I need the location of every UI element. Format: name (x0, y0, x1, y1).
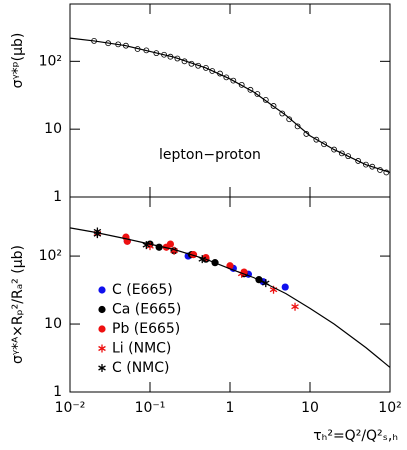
data-point (279, 110, 286, 117)
x-tick-label: 1 (226, 400, 235, 416)
data-point (345, 153, 352, 160)
data-point (230, 77, 237, 84)
y-tick-label: 10² (39, 248, 62, 264)
data-point (174, 55, 181, 62)
data-point (223, 74, 230, 81)
legend-label: C (NMC) (112, 360, 169, 376)
annotation: lepton−proton (159, 147, 261, 163)
data-point (286, 116, 293, 123)
data-point (262, 97, 269, 103)
data-point (303, 131, 310, 137)
x-tick-label: 10⁻² (55, 400, 86, 416)
data-point (331, 146, 337, 153)
data-point (321, 141, 327, 148)
fit-curve (69, 227, 391, 368)
legend-marker (98, 344, 106, 353)
data-point (369, 163, 376, 170)
y-tick-label: 1 (53, 189, 62, 205)
legend-label: Ca (E665) (112, 302, 181, 318)
y-axis-label: σᵞ*ᴬ×Rₚ²/Rₐ² (μb) (10, 245, 26, 364)
data-point (166, 240, 175, 248)
data-point (247, 86, 254, 93)
data-point (203, 65, 209, 71)
legend-marker (98, 325, 106, 333)
data-point (294, 123, 301, 130)
legend-label: Li (NMC) (112, 341, 171, 357)
data-point (291, 302, 299, 311)
x-tick-label: 10² (378, 400, 401, 416)
data-point (254, 91, 261, 97)
data-point (270, 103, 277, 109)
x-axis-label: τₕ²=Q²/Q²ₛ,ₕ (313, 428, 398, 444)
data-point (209, 68, 216, 74)
data-point (238, 81, 245, 88)
legend-marker (98, 286, 106, 294)
x-tick-label: 10 (301, 400, 319, 416)
y-tick-label: 10 (44, 316, 62, 332)
y-tick-label: 10² (39, 53, 62, 69)
y-axis-label: σᵞ*ᵖ(μb) (10, 33, 26, 89)
y-tick-label: 10 (44, 121, 62, 137)
data-point (363, 161, 369, 168)
legend-marker (98, 364, 106, 372)
data-point (338, 150, 345, 157)
legend-label: C (E665) (112, 282, 173, 298)
fit-curve (69, 37, 391, 174)
x-tick-label: 10⁻¹ (135, 400, 166, 416)
legend-marker (98, 305, 106, 314)
plot-frame (69, 3, 391, 198)
data-point (313, 136, 320, 143)
data-point (281, 283, 289, 291)
data-point (355, 158, 362, 164)
legend-label: Pb (E665) (112, 321, 180, 337)
y-tick-label: 1 (53, 384, 62, 400)
